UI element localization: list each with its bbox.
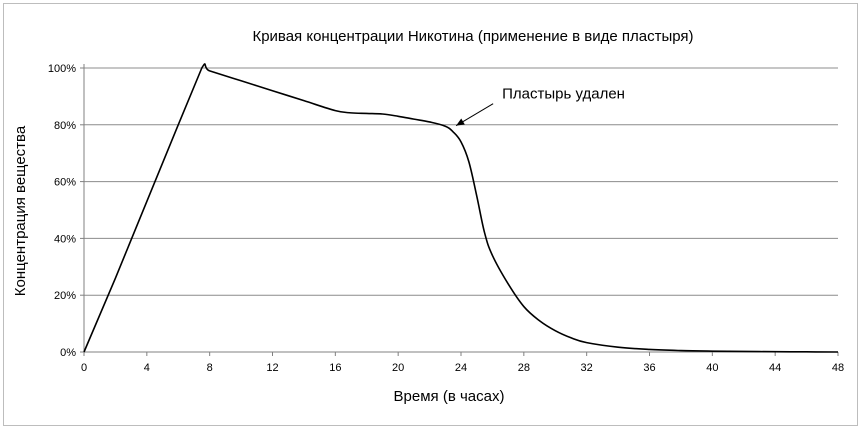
x-tick-label-48: 48 xyxy=(832,362,844,374)
annotation-arrow-head xyxy=(456,118,465,126)
x-tick-label-8: 8 xyxy=(207,362,213,374)
chart-title: Кривая концентрации Никотина (применение… xyxy=(252,28,693,45)
y-tick-label-80: 80% xyxy=(54,120,76,132)
annotation-label: Пластырь удален xyxy=(502,86,625,103)
x-tick-label-24: 24 xyxy=(455,362,467,374)
x-tick-label-32: 32 xyxy=(581,362,593,374)
concentration-line xyxy=(83,63,839,353)
y-axis-title: Концентрация вещества xyxy=(12,125,29,296)
y-tick-label-60: 60% xyxy=(54,177,76,189)
chart-frame xyxy=(3,3,858,426)
y-tick-label-40: 40% xyxy=(54,233,76,245)
y-tick-label-0: 0% xyxy=(60,347,76,359)
x-tick-label-0: 0 xyxy=(81,362,87,374)
x-tick-label-4: 4 xyxy=(144,362,150,374)
x-tick-label-12: 12 xyxy=(266,362,278,374)
x-tick-label-36: 36 xyxy=(643,362,655,374)
y-tick-label-20: 20% xyxy=(54,290,76,302)
x-tick-label-20: 20 xyxy=(392,362,404,374)
x-tick-label-44: 44 xyxy=(769,362,781,374)
y-tick-label-100: 100% xyxy=(48,63,76,75)
x-axis-title: Время (в часах) xyxy=(394,388,505,405)
x-tick-label-16: 16 xyxy=(329,362,341,374)
x-tick-label-40: 40 xyxy=(706,362,718,374)
x-tick-label-28: 28 xyxy=(518,362,530,374)
